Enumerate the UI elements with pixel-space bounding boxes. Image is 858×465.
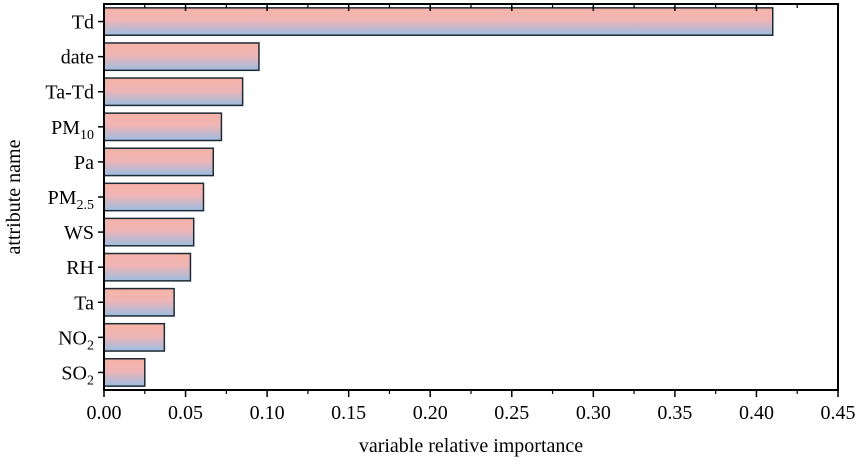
bar-td [103,7,774,36]
y-tick-label-td: Td [72,12,94,34]
x-tick-label: 0.00 [87,402,122,424]
x-tick-label: 0.40 [739,402,774,424]
y-tick-label-pa: Pa [74,152,94,174]
bar-pa [103,147,215,177]
y-tick-label-rh: RH [66,257,94,279]
y-tick-label-pm2-5: PM2.5 [48,187,94,213]
bar-date [103,42,260,72]
y-tick-label-date: date [61,47,94,69]
y-tick-label-pm10: PM10 [51,117,94,143]
x-tick-label: 0.20 [413,402,448,424]
y-axis-title: attribute name [3,139,25,254]
x-tick-label: 0.45 [821,402,856,424]
bar-ws [103,217,195,247]
x-tick-label: 0.30 [576,402,611,424]
y-tick-label-ta-td: Ta-Td [45,82,94,104]
bar-pm10 [103,112,223,142]
x-tick-label: 0.25 [494,402,529,424]
bar-ta-td [103,77,244,107]
y-tick-label-no2: NO2 [58,327,94,353]
x-tick-label: 0.10 [250,402,285,424]
y-tick-label-ta: Ta [74,292,94,314]
bar-so2 [103,358,146,387]
x-tick-label: 0.15 [331,402,366,424]
bar-rh [103,252,192,282]
x-tick-label: 0.35 [657,402,692,424]
bar-ta [103,287,175,317]
y-tick-label-ws: WS [64,222,94,244]
bar-pm2-5 [103,182,205,212]
x-axis-title: variable relative importance [359,435,583,457]
x-tick-label: 0.05 [168,402,203,424]
bar-no2 [103,322,166,352]
y-tick-label-so2: SO2 [61,362,94,388]
